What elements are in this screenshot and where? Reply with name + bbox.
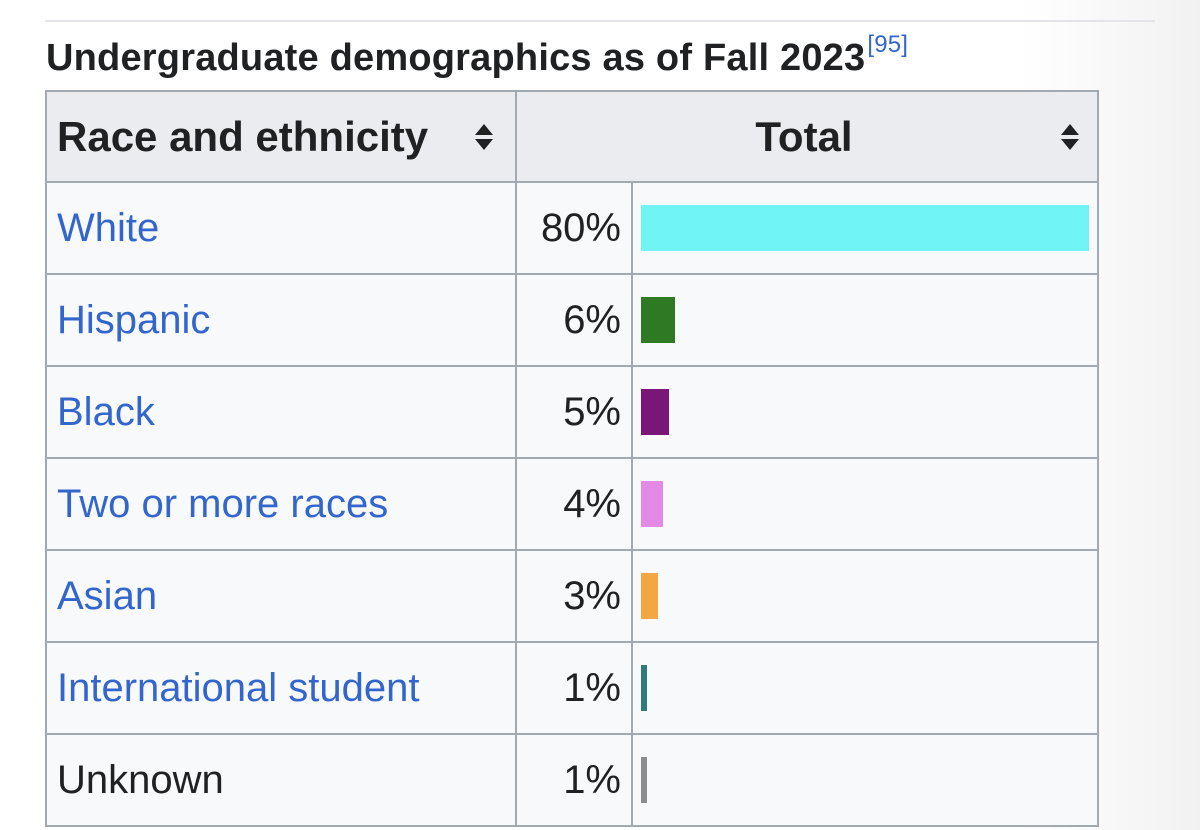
- table-row: International student 1%: [45, 641, 1099, 735]
- bar-track: [641, 481, 1089, 527]
- race-link[interactable]: Black: [45, 365, 517, 459]
- table-row: Black 5%: [45, 365, 1099, 459]
- race-link[interactable]: International student: [45, 641, 517, 735]
- percent-value: 1%: [515, 733, 633, 827]
- bar-track: [641, 297, 1089, 343]
- total-column-label: Total: [755, 112, 853, 160]
- bar-white: [641, 205, 1089, 251]
- race-column-label: Race and ethnicity: [57, 112, 429, 160]
- table-row: Hispanic 6%: [45, 273, 1099, 367]
- percent-value: 3%: [515, 549, 633, 643]
- demographics-table: Race and ethnicity Total White 80% Hispani…: [45, 90, 1099, 827]
- bar-hispanic: [641, 297, 675, 343]
- bar-track: [641, 205, 1089, 251]
- race-column-header[interactable]: Race and ethnicity: [45, 90, 517, 183]
- bar-cell: [631, 641, 1099, 735]
- race-link[interactable]: Two or more races: [45, 457, 517, 551]
- bar-black: [641, 389, 669, 435]
- bar-cell: [631, 457, 1099, 551]
- caption-title: Undergraduate demographics as of Fall 20…: [46, 37, 866, 79]
- bar-cell: [631, 181, 1099, 275]
- table-row: Unknown 1%: [45, 733, 1099, 827]
- bar-track: [641, 573, 1089, 619]
- bar-two-or-more-races: [641, 481, 663, 527]
- race-link[interactable]: White: [45, 181, 517, 275]
- bar-asian: [641, 573, 658, 619]
- race-link[interactable]: Hispanic: [45, 273, 517, 367]
- sort-icon[interactable]: [1061, 123, 1079, 150]
- bar-international-student: [641, 665, 647, 711]
- sort-icon[interactable]: [475, 123, 493, 150]
- table-body: White 80% Hispanic 6% Black 5% Two or more rac…: [45, 181, 1099, 827]
- table-caption: Undergraduate demographics as of Fall 20…: [46, 31, 908, 80]
- percent-value: 1%: [515, 641, 633, 735]
- divider: [45, 20, 1155, 22]
- percent-value: 80%: [515, 181, 633, 275]
- bar-unknown: [641, 757, 647, 803]
- bar-track: [641, 757, 1089, 803]
- table-header-row: Race and ethnicity Total: [45, 90, 1099, 183]
- table-row: Asian 3%: [45, 549, 1099, 643]
- reference-link[interactable]: [95]: [867, 31, 909, 58]
- percent-value: 5%: [515, 365, 633, 459]
- table-row: Two or more races 4%: [45, 457, 1099, 551]
- bar-cell: [631, 365, 1099, 459]
- percent-value: 6%: [515, 273, 633, 367]
- bar-cell: [631, 549, 1099, 643]
- bar-cell: [631, 273, 1099, 367]
- bar-track: [641, 389, 1089, 435]
- total-column-header[interactable]: Total: [515, 90, 1099, 183]
- bar-track: [641, 665, 1089, 711]
- bar-cell: [631, 733, 1099, 827]
- race-label: Unknown: [45, 733, 517, 827]
- race-link[interactable]: Asian: [45, 549, 517, 643]
- table-row: White 80%: [45, 181, 1099, 275]
- percent-value: 4%: [515, 457, 633, 551]
